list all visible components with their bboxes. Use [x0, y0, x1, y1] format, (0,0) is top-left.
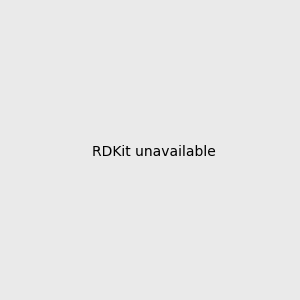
Text: RDKit unavailable: RDKit unavailable — [92, 145, 216, 158]
